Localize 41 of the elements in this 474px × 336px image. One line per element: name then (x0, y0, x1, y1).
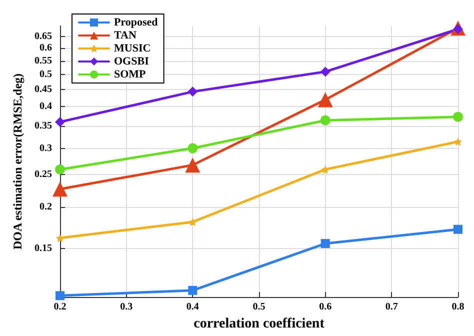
y-axis-title: DOA estimation error(RMSE,deg) (10, 73, 25, 250)
point (55, 116, 65, 127)
x-tick-label: 0.3 (120, 302, 133, 312)
legend-label: TAN (114, 30, 136, 42)
y-tick-label: 0.55 (34, 55, 52, 66)
point (188, 143, 198, 154)
point (320, 66, 330, 77)
point (188, 86, 198, 97)
point (454, 138, 462, 146)
y-tick-label: 0.2 (40, 201, 52, 212)
y-tick-label: 0.15 (34, 242, 52, 254)
x-tick-label: 0.2 (54, 302, 66, 312)
y-tick-label: 0.3 (40, 142, 52, 154)
y-tick-label: 0.4 (40, 101, 52, 112)
x-tick-label: 0.5 (252, 302, 266, 312)
point (188, 286, 198, 295)
point (52, 182, 68, 197)
y-tick-label: 0.6 (40, 42, 52, 54)
point (56, 291, 64, 300)
legend-label: Proposed (114, 16, 158, 28)
point (185, 158, 200, 173)
point (318, 92, 333, 108)
legend-label: MUSIC (114, 42, 151, 54)
y-tick-label: 0.65 (34, 31, 52, 42)
point (188, 218, 197, 226)
y-tick-label: 0.25 (34, 169, 52, 180)
x-tick-label: 0.7 (385, 302, 398, 312)
point (320, 115, 330, 126)
x-tick-label: 0.6 (319, 302, 332, 312)
legend-label: SOMP (114, 68, 146, 80)
point (55, 164, 65, 174)
x-tick-label: 0.4 (186, 302, 199, 312)
y-tick-label: 0.45 (34, 84, 52, 96)
legend-label: OGSBI (114, 56, 149, 68)
point (453, 112, 463, 122)
y-tick-label: 0.5 (40, 69, 52, 80)
point (320, 239, 330, 248)
point (454, 224, 462, 234)
x-axis-title: correlation coefficient (194, 316, 325, 332)
y-tick-label: 0.35 (34, 120, 52, 132)
x-tick-label: 0.8 (452, 302, 464, 312)
